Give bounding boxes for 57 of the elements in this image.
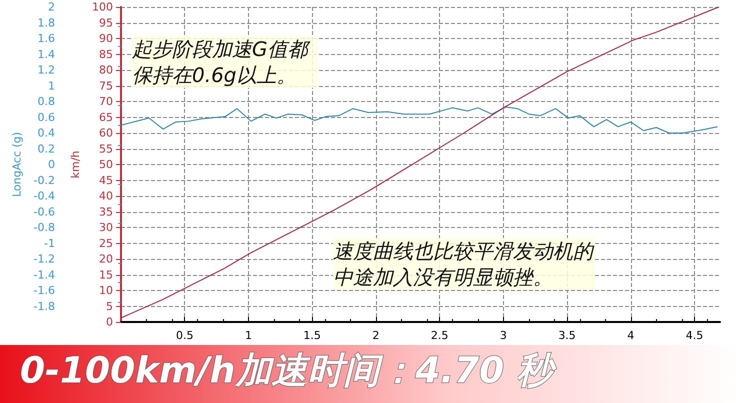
annotation: 起步阶段加速G值都保持在0.6g以上。 <box>132 37 310 87</box>
x-tick-label: 2 <box>372 329 380 342</box>
annotation: 速度曲线也比较平滑发动机的中途加入没有明显顿挫。 <box>333 239 595 289</box>
x-tick-label: 3.5 <box>558 329 576 342</box>
y2-tick-label: 1.8 <box>38 16 55 30</box>
y2-tick-label: 0.8 <box>38 95 55 108</box>
y2-tick-label: -1.8 <box>34 300 55 313</box>
y2-tick-label: -0.6 <box>34 205 55 218</box>
y-tick-label: 5 <box>106 300 113 313</box>
y2-tick-label: 1.6 <box>38 32 55 45</box>
y-tick-label: 70 <box>99 95 113 108</box>
y2-tick-label: -1 <box>44 236 55 250</box>
y-tick-label: 100 <box>92 0 113 14</box>
x-tick-label: 2.5 <box>430 329 448 342</box>
y-tick-label: 15 <box>99 268 113 282</box>
y2-tick-label: -1.2 <box>34 252 55 266</box>
x-tick-label: 3 <box>500 329 507 342</box>
y2-tick-label: 1 <box>48 79 55 92</box>
y2-axis-title: LongAcc (g) <box>10 132 24 198</box>
y2-tick-label: -0.4 <box>34 190 55 202</box>
y-tick-label: 75 <box>99 79 113 92</box>
y2-tick-label: 2 <box>48 0 55 14</box>
y-tick-label: 60 <box>99 126 113 140</box>
y2-tick-label: -1.6 <box>34 284 55 297</box>
y2-tick-label: 1.4 <box>38 48 55 61</box>
line-series <box>120 6 720 318</box>
y-tick-label: 95 <box>99 16 113 30</box>
x-tick-label: 1 <box>244 329 252 342</box>
y2-tick-label: 0 <box>48 158 55 171</box>
y2-tick-label: -0.8 <box>34 221 55 234</box>
y-tick-label: 85 <box>99 48 113 61</box>
y-tick-label: 25 <box>99 236 113 250</box>
x-tick-label: 4.5 <box>686 329 704 342</box>
y2-tick-label: -0.2 <box>34 174 55 187</box>
x-tick-label: 1.5 <box>303 329 321 342</box>
y-tick-label: 20 <box>99 252 113 266</box>
line-series <box>120 106 718 134</box>
x-tick-label: 4 <box>627 329 634 342</box>
y-tick-label: 80 <box>99 64 113 76</box>
y-axis-title: km/h <box>69 150 82 178</box>
y-tick-label: 35 <box>99 205 113 218</box>
y2-tick-label: 0.4 <box>38 126 55 140</box>
y2-tick-label: -1.4 <box>34 268 55 282</box>
y2-tick-label: 1.2 <box>38 64 55 76</box>
y2-tick-label: 0.6 <box>38 110 55 124</box>
y-tick-label: 50 <box>99 158 113 171</box>
y-tick-label: 65 <box>99 110 113 124</box>
y-tick-label: 0 <box>106 316 113 328</box>
y-tick-label: 45 <box>99 174 113 187</box>
y2-tick-label: 0.2 <box>38 142 55 156</box>
y-tick-label: 30 <box>99 221 113 234</box>
y-tick-label: 10 <box>99 284 113 297</box>
text: 0-100km/h加速时间：4.70 秒 <box>20 350 558 392</box>
x-tick-label: 0.5 <box>176 329 194 342</box>
y-tick-label: 55 <box>99 142 113 156</box>
y-tick-label: 90 <box>99 32 113 45</box>
y-tick-label: 40 <box>99 190 113 202</box>
